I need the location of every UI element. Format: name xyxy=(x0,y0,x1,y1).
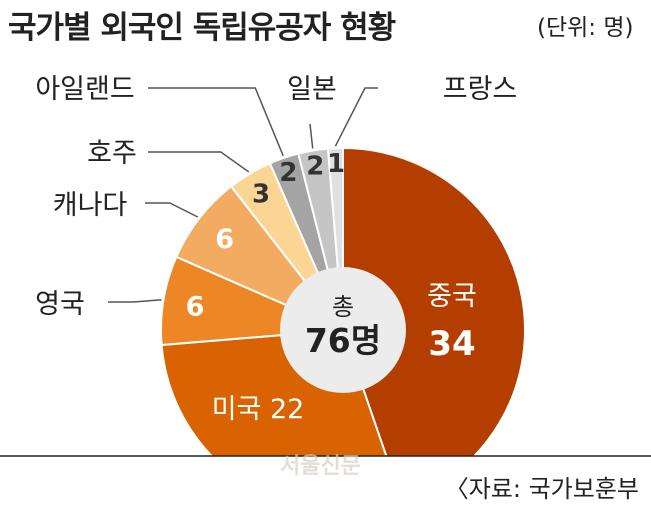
leader-line-ed98b8eca3bc xyxy=(148,151,250,173)
leader-line-ed9484eb9e91ec8aa4 xyxy=(334,87,378,147)
pie-slice-eca491eab5ad xyxy=(342,146,526,456)
leader-line-ec9584ec9dbceb9e9ceb939c xyxy=(148,87,284,157)
slice-label-ebafb8eab5ad: 미국 22 xyxy=(212,394,305,425)
slice-value-eca491eab5ad: 34 xyxy=(428,324,475,364)
slice-value-ecba90eb8298eb8ba4: 6 xyxy=(215,224,234,255)
slice-value-ec9584ec9dbceb9e9ceb939c: 2 xyxy=(279,158,297,188)
slice-label-ec9dbcebb3b8: 일본 xyxy=(287,74,337,105)
slice-label-ec9584ec9dbceb9e9ceb939c: 아일랜드 xyxy=(35,74,134,105)
leader-line-ecba90eb8298eb8ba4 xyxy=(145,202,199,218)
chart-title: 국가별 외국인 독립유공자 현황 xyxy=(8,10,396,46)
unit-label: (단위: 명) xyxy=(537,15,634,41)
leader-line-ec9881eab5ad xyxy=(108,298,162,303)
watermark-logo: 서울신문 xyxy=(280,454,361,479)
slice-label-ed9484eb9e91ec8aa4: 프랑스 xyxy=(443,74,518,105)
slice-label-ed98b8eca3bc: 호주 xyxy=(87,138,137,169)
slice-value-ed9484eb9e91ec8aa4: 1 xyxy=(327,149,345,179)
slice-label-ecba90eb8298eb8ba4: 캐나다 xyxy=(53,190,128,221)
leader-line-ec9dbcebb3b8 xyxy=(309,123,314,149)
slice-value-ec9dbcebb3b8: 2 xyxy=(306,151,324,181)
slice-value-ec9881eab5ad: 6 xyxy=(186,291,205,322)
center-label-total: 총 xyxy=(332,293,354,321)
slice-label-ec9881eab5ad: 영국 xyxy=(35,289,85,320)
slice-value-ed98b8eca3bc: 3 xyxy=(252,180,270,210)
center-circle xyxy=(280,267,406,393)
slice-label-eca491eab5ad: 중국 xyxy=(427,281,477,312)
source-label: 〈자료: 국가보훈부 xyxy=(444,475,639,503)
center-label-count: 76명 xyxy=(305,321,381,360)
